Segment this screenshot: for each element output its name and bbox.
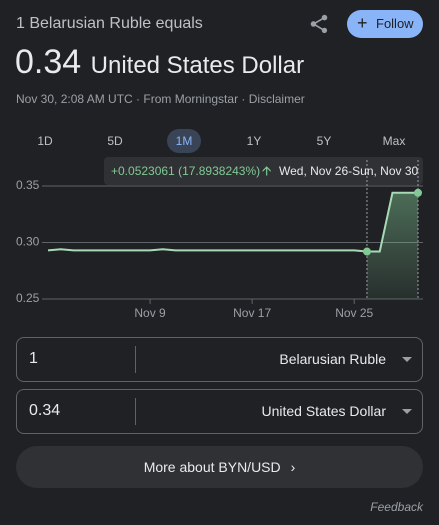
- y-tick-label: 0.30: [16, 235, 40, 249]
- tooltip: +0.0523061 (17.8938243%) 🡩 Wed, Nov 26-Sun…: [104, 157, 423, 185]
- plus-icon: +: [357, 13, 368, 33]
- converter-row: 1 Belarusian Ruble: [16, 337, 423, 382]
- up-arrow: 🡩: [262, 163, 272, 178]
- y-tick-label: 0.25: [16, 291, 40, 305]
- amount-input[interactable]: 0.34: [29, 402, 61, 419]
- range-tab[interactable]: 1M: [167, 129, 201, 153]
- more-button[interactable]: More about BYN/USD ›: [16, 446, 423, 488]
- currency-select[interactable]: United States Dollar: [261, 403, 386, 419]
- more-label: More about BYN/USD: [143, 459, 281, 475]
- follow-button[interactable]: + Follow: [347, 10, 423, 38]
- range-tab[interactable]: 1Y: [246, 134, 262, 148]
- range-tab[interactable]: 1D: [37, 134, 53, 148]
- feedback-link[interactable]: Feedback: [370, 500, 423, 514]
- x-tick-label: Nov 25: [335, 306, 373, 320]
- dropdown-caret: [402, 357, 412, 362]
- source: Nov 30, 2:08 AM UTC · From Morningstar ·: [16, 92, 249, 106]
- source-line: Nov 30, 2:08 AM UTC · From Morningstar ·…: [16, 92, 305, 106]
- y-tick-label: 0.35: [16, 178, 40, 192]
- rate-number: 0.34: [15, 43, 82, 81]
- divider: [135, 346, 136, 373]
- tooltip-change: +0.0523061 (17.8938243%): [111, 164, 261, 178]
- range-tab[interactable]: Max: [382, 134, 406, 148]
- selection-dot: [414, 188, 422, 197]
- rate-value: 0.34 United States Dollar: [15, 43, 304, 82]
- rate-unit: United States Dollar: [90, 52, 305, 79]
- range-tab[interactable]: 5Y: [316, 134, 332, 148]
- price-line: [47, 191, 418, 253]
- follow-label: Follow: [376, 16, 414, 31]
- divider: [135, 398, 136, 425]
- dropdown-caret: [402, 409, 412, 414]
- disclaimer-link[interactable]: Disclaimer: [248, 92, 305, 106]
- amount-input[interactable]: 1: [29, 350, 38, 367]
- selection-area: [366, 192, 418, 299]
- converter-row: 0.34 United States Dollar: [16, 389, 423, 434]
- x-tick-label: Nov 9: [134, 306, 166, 320]
- currency-select[interactable]: Belarusian Ruble: [279, 351, 386, 367]
- selection-dot: [362, 247, 371, 256]
- chevron: ›: [290, 459, 296, 475]
- share-icon[interactable]: [308, 13, 330, 35]
- tooltip-range: Wed, Nov 26-Sun, Nov 30: [279, 164, 419, 178]
- title: 1 Belarusian Ruble equals: [16, 15, 203, 32]
- x-tick-label: Nov 17: [233, 306, 271, 320]
- range-tab[interactable]: 5D: [107, 134, 123, 148]
